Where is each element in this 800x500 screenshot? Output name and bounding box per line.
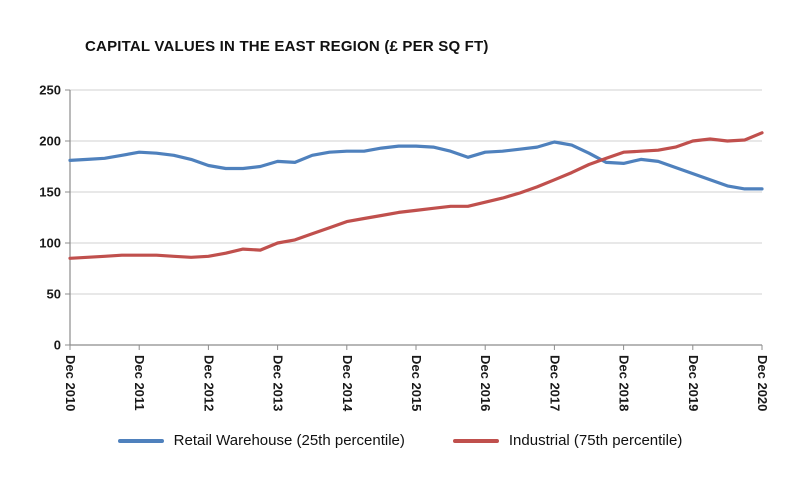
legend-line-sample <box>452 438 499 443</box>
legend-label: Retail Warehouse (25th percentile) <box>173 432 405 449</box>
x-tick-label: Dec 2016 <box>478 355 493 411</box>
series-line-retail-warehouse-25th-percentile <box>68 140 764 191</box>
legend-label: Industrial (75th percentile) <box>508 432 683 449</box>
x-tick-label: Dec 2018 <box>617 355 632 411</box>
x-tick-label: Dec 2014 <box>340 355 355 412</box>
series-line-industrial-75th-percentile <box>68 131 764 260</box>
x-tick-label: Dec 2011 <box>132 355 147 411</box>
x-tick-label: Dec 2015 <box>409 355 424 411</box>
chart-svg: 0 50 100 150 200 250 Dec 2010 Dec 2011 Dec 2012 D… <box>39 83 770 413</box>
y-tick-label: 0 <box>54 338 61 353</box>
legend-line-sample <box>117 438 164 443</box>
x-tick-label: Dec 2017 <box>547 355 562 411</box>
chart-title: CAPITAL VALUES IN THE EAST REGION (£ PER… <box>85 38 489 55</box>
y-tick-label: 50 <box>47 287 61 302</box>
y-tick-label: 250 <box>39 83 61 98</box>
x-tick-label: Dec 2012 <box>201 355 216 411</box>
x-tick-label: Dec 2020 <box>755 355 770 411</box>
x-tick-label: Dec 2019 <box>686 355 701 411</box>
y-tick-label: 200 <box>39 134 61 149</box>
x-tick-label: Dec 2013 <box>271 355 286 411</box>
x-tick-label: Dec 2010 <box>63 355 78 411</box>
legend: Retail Warehouse (25th percentile) Indust… <box>0 432 800 449</box>
legend-item: Retail Warehouse (25th percentile) <box>117 432 405 449</box>
y-tick-label: 100 <box>39 236 61 251</box>
y-tick-label: 150 <box>39 185 61 200</box>
legend-item: Industrial (75th percentile) <box>452 432 683 449</box>
